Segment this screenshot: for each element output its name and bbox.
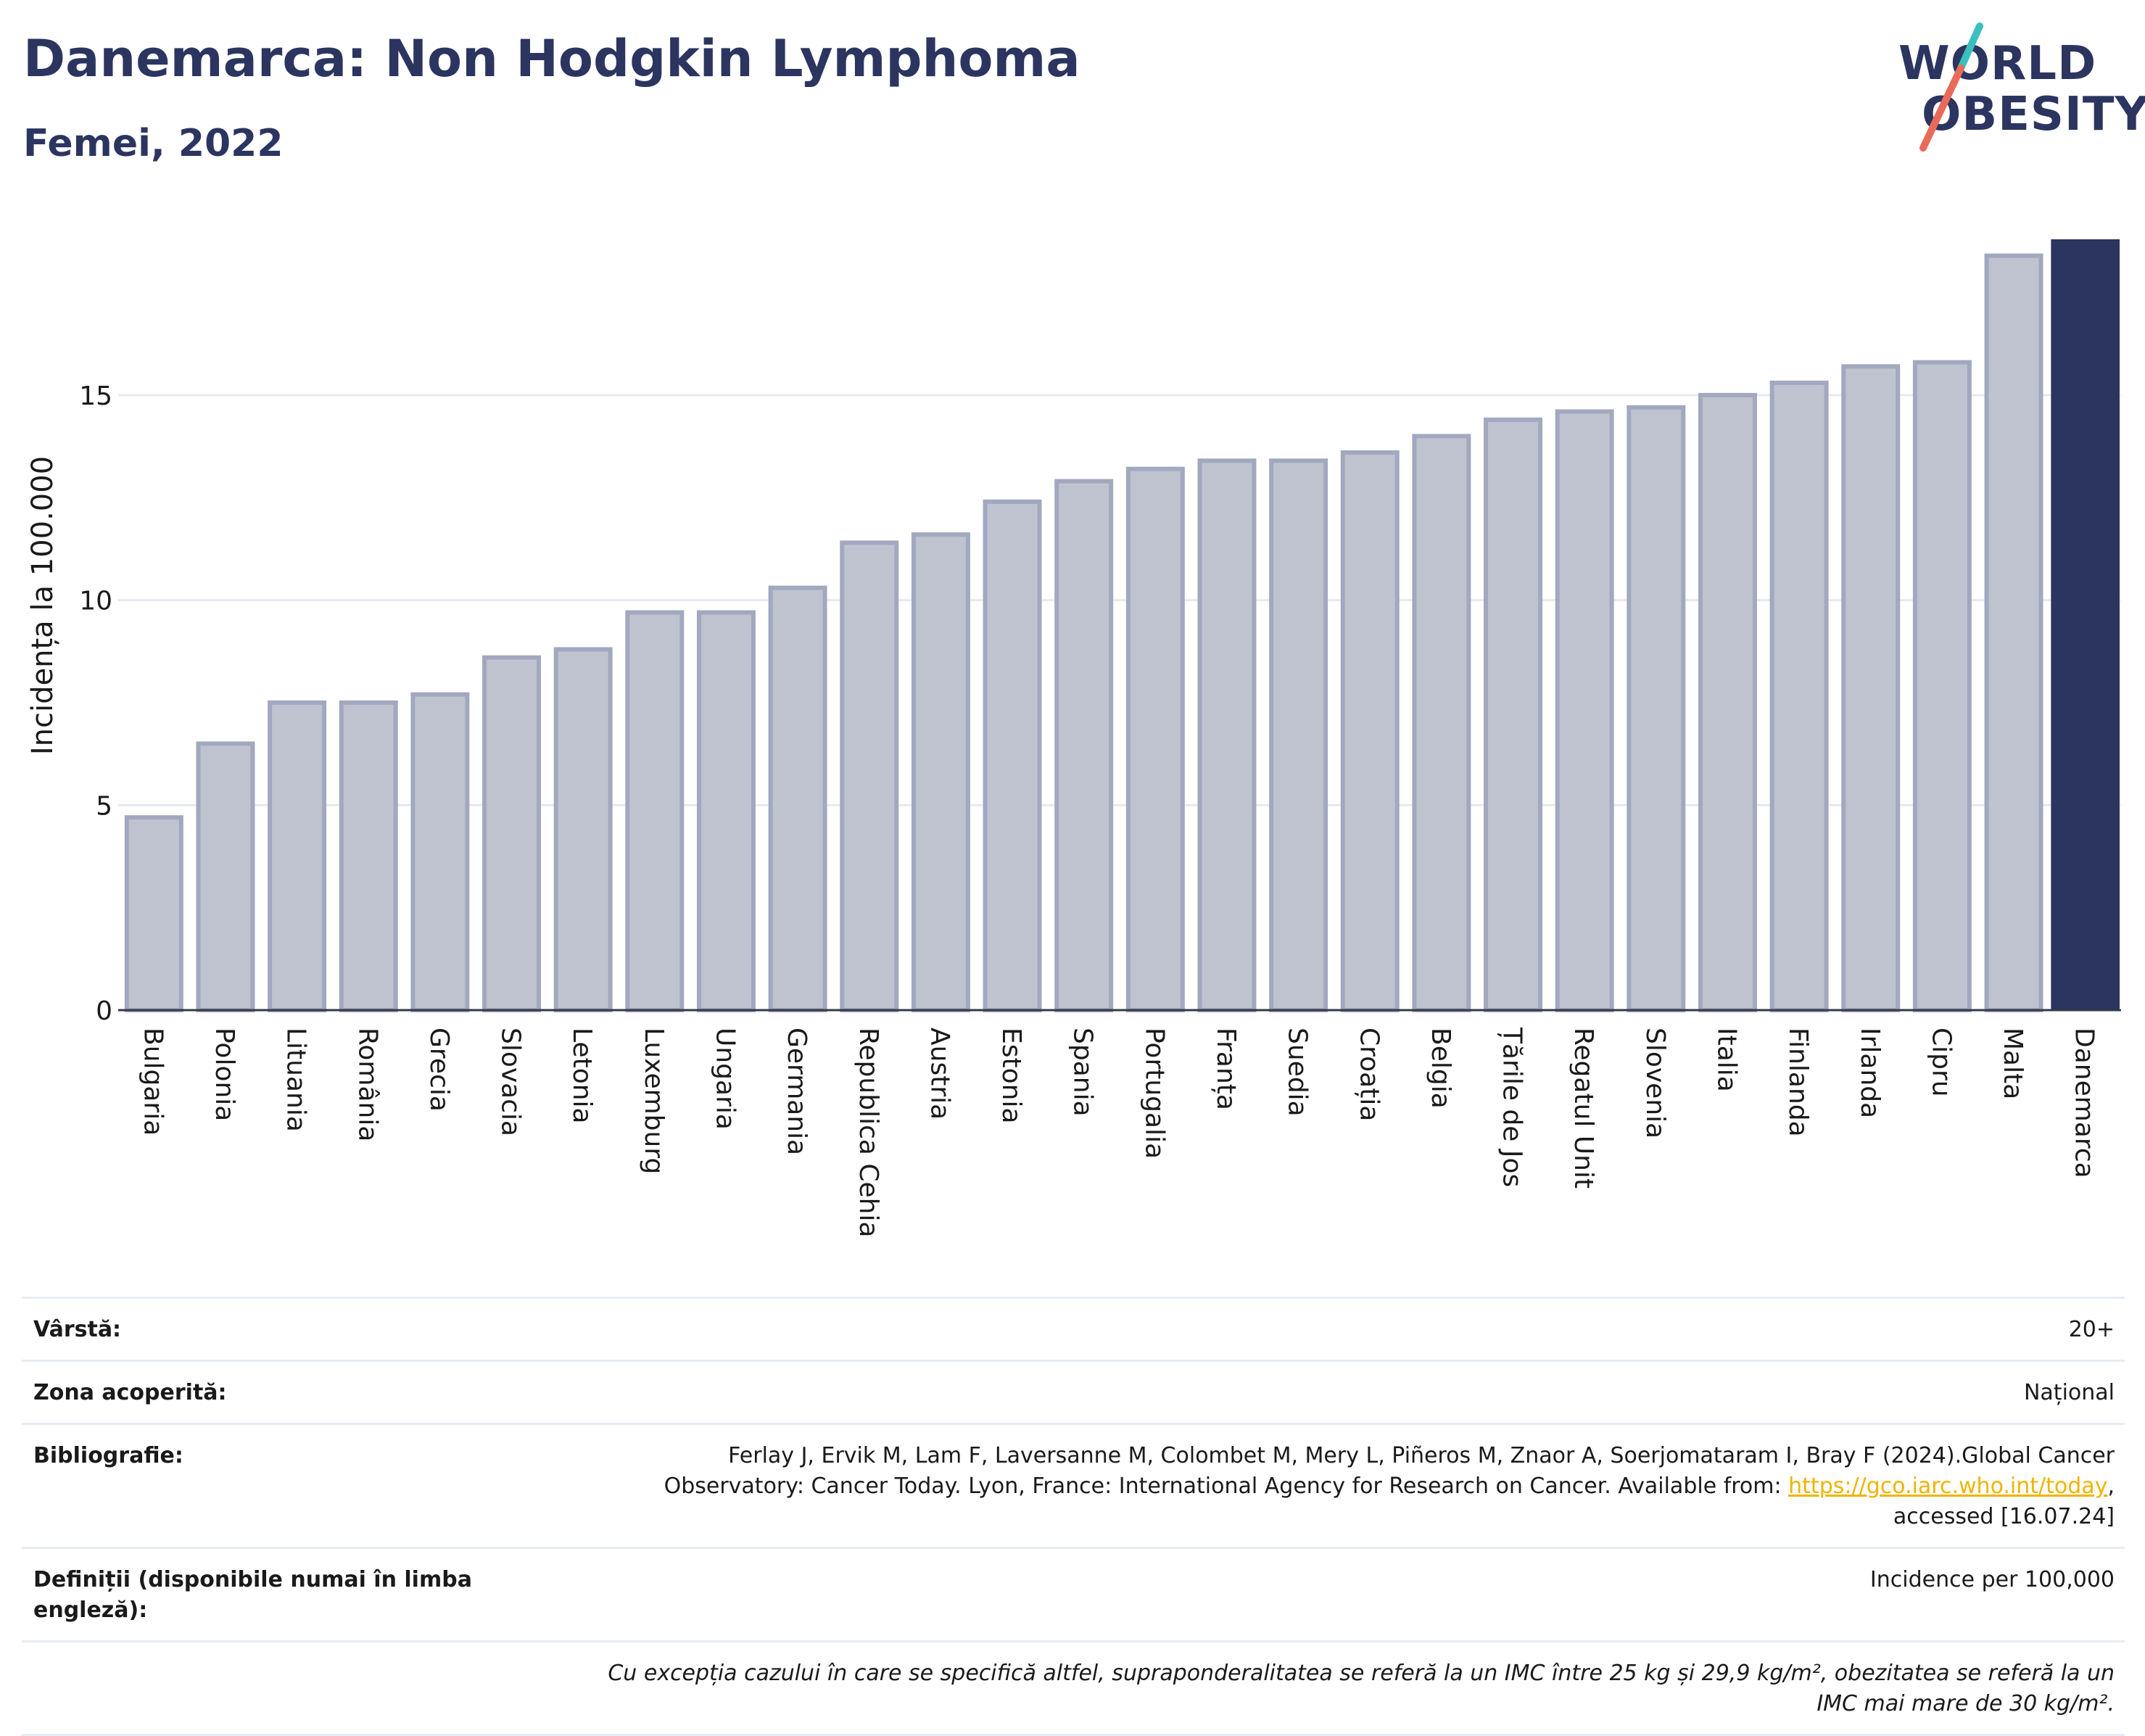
bar-estonia: [983, 499, 1042, 1013]
info-row-note: Cu excepția cazului în care se specifică…: [22, 1640, 2125, 1736]
bar-bulgaria: [124, 815, 183, 1012]
x-tick-label: Republica Cehia: [854, 1028, 883, 1238]
page-title: Danemarca: Non Hodgkin Lymphoma: [23, 29, 1080, 88]
bar-belgia: [1412, 434, 1471, 1013]
x-tick-label: Letonia: [567, 1028, 597, 1124]
x-tick-label: România: [352, 1028, 382, 1141]
bar-portugalia: [1125, 466, 1185, 1012]
x-tick-label: Regatul Unit: [1569, 1028, 1598, 1189]
x-tick-label: Grecia: [424, 1028, 454, 1112]
x-tick-label: Lituania: [281, 1028, 311, 1132]
bar-țările-de-jos: [1484, 417, 1543, 1012]
area-value: Național: [2023, 1380, 2115, 1405]
x-tick-label: Belgia: [1426, 1028, 1455, 1109]
info-row-area: Zona acoperită: Național: [22, 1360, 2125, 1423]
bar-letonia: [553, 647, 613, 1012]
x-tick-label: Bulgaria: [138, 1028, 168, 1136]
bibliography-label: Bibliografie:: [33, 1443, 183, 1468]
x-tick-label: Austria: [925, 1028, 954, 1120]
bar-danemarca: [2051, 239, 2120, 1010]
bar-italia: [1698, 392, 1757, 1012]
bar-lituania: [268, 700, 327, 1012]
bar-malta: [1984, 253, 2043, 1012]
y-tick-label: 15: [79, 381, 112, 411]
axes: 0 5 10 15 Bulgaria Polonia Lituania România Grec…: [79, 381, 2121, 1238]
x-tick-label: Portugalia: [1139, 1028, 1169, 1159]
bar-spania: [1054, 479, 1114, 1012]
bar-croația: [1340, 450, 1400, 1012]
x-tick-label: Irlanda: [1855, 1028, 1885, 1118]
x-tick-label: Slovenia: [1640, 1028, 1670, 1138]
bibliography-link[interactable]: https://gco.iarc.who.int/today: [1788, 1473, 2108, 1499]
bibliography-text: Ferlay J, Ervik M, Lam F, Laversanne M, …: [664, 1443, 2115, 1499]
definitions-value: Incidence per 100,000: [1869, 1567, 2115, 1592]
x-tick-label: Cipru: [1926, 1028, 1956, 1097]
page-subtitle: Femei, 2022: [23, 122, 284, 165]
x-tick-label: Finlanda: [1783, 1028, 1813, 1137]
world-obesity-logo: WORLD OBESITY: [1885, 22, 2145, 152]
y-tick-label: 5: [96, 791, 112, 821]
bar-finlanda: [1769, 380, 1829, 1012]
x-tick-label: Italia: [1711, 1028, 1741, 1092]
y-tick-label: 0: [96, 996, 112, 1026]
x-tick-label: Danemarca: [2070, 1028, 2099, 1178]
bibliography-after: , accessed [16.07.24]: [1893, 1473, 2115, 1529]
x-tick-label: Spania: [1068, 1028, 1098, 1117]
bar-românia: [339, 700, 398, 1012]
bar-franța: [1197, 458, 1257, 1012]
age-label: Vârstă:: [33, 1317, 122, 1342]
x-tick-label: Luxemburg: [639, 1028, 669, 1174]
bar-slovacia: [482, 655, 542, 1013]
x-tick-label: Malta: [1998, 1028, 2028, 1099]
bar-grecia: [410, 692, 470, 1012]
info-row-definitions: Definiții (disponibile numai în limba en…: [22, 1547, 2125, 1640]
bar-slovenia: [1627, 405, 1686, 1012]
bar-luxemburg: [625, 610, 685, 1012]
bar-austria: [911, 532, 970, 1012]
x-tick-label: Țările de Jos: [1497, 1027, 1527, 1187]
bar-germania: [768, 585, 827, 1012]
bar-chart: 0 5 10 15 Bulgaria Polonia Lituania România Grec…: [26, 239, 2121, 1238]
bar-suedia: [1269, 458, 1328, 1012]
logo-text-obesity: OBESITY: [1922, 88, 2145, 141]
bar-irlanda: [1841, 364, 1901, 1012]
info-row-age: Vârstă: 20+: [22, 1297, 2125, 1360]
x-tick-label: Slovacia: [496, 1028, 526, 1136]
x-tick-label: Ungaria: [710, 1028, 740, 1130]
bars: [124, 239, 2120, 1013]
note-text: Cu excepția cazului în care se specifică…: [608, 1661, 2115, 1716]
area-label: Zona acoperită:: [33, 1380, 227, 1405]
y-axis-label: Incidența la 100.000: [26, 456, 59, 755]
bar-polonia: [196, 741, 255, 1012]
y-tick-label: 10: [79, 587, 112, 616]
x-tick-label: Estonia: [996, 1028, 1026, 1124]
bar-regatul-unit: [1555, 409, 1614, 1013]
info-row-bibliography: Bibliografie: Ferlay J, Ervik M, Lam F, …: [22, 1423, 2125, 1547]
bar-cipru: [1912, 360, 1972, 1012]
logo-text-world: WORLD: [1898, 37, 2097, 91]
age-value: 20+: [2068, 1317, 2115, 1342]
definitions-label: Definiții (disponibile numai în limba en…: [33, 1567, 472, 1623]
x-tick-label: Franța: [1211, 1028, 1241, 1110]
bibliography-value: Ferlay J, Ervik M, Lam F, Laversanne M, …: [592, 1441, 2115, 1532]
x-tick-label: Germania: [782, 1028, 811, 1155]
info-table: Vârstă: 20+ Zona acoperită: Național Bib…: [22, 1297, 2125, 1736]
x-tick-label: Suedia: [1283, 1028, 1313, 1117]
x-tick-label: Polonia: [210, 1028, 239, 1121]
logo-slash-icon: [1919, 22, 1983, 152]
x-tick-label: Croația: [1354, 1028, 1384, 1121]
bar-republica-cehia: [840, 540, 899, 1012]
bar-ungaria: [696, 610, 756, 1012]
